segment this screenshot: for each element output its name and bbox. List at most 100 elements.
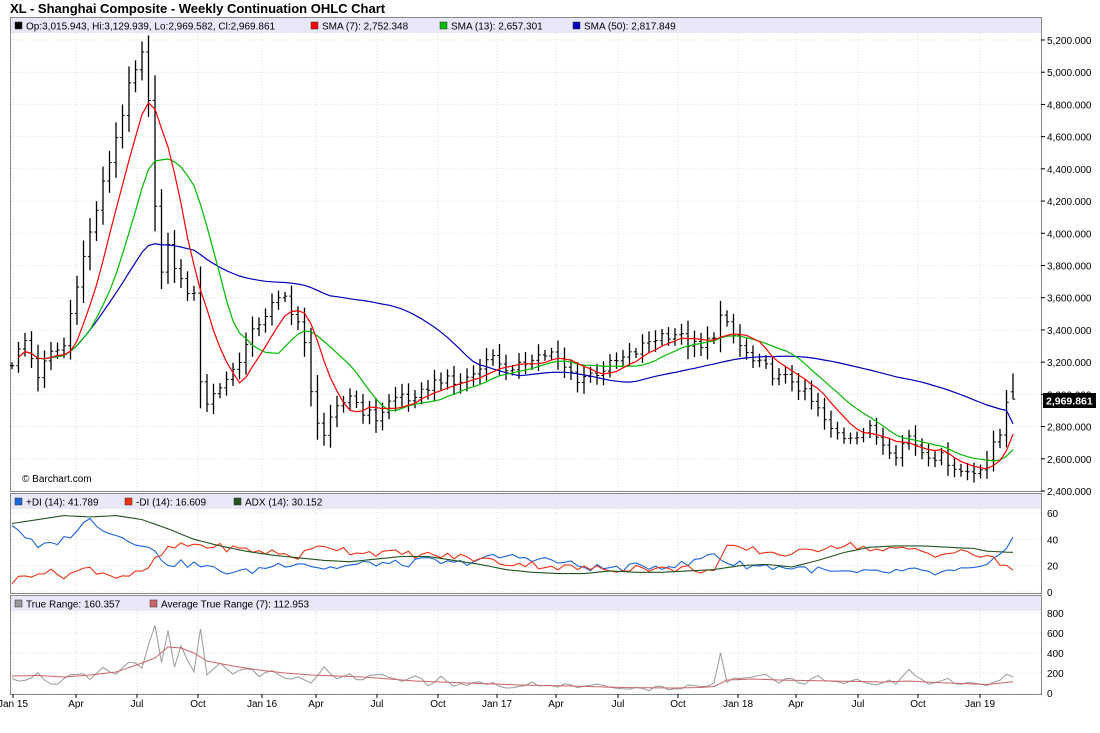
legend-text: SMA (50): 2,817.849 — [584, 22, 676, 33]
ohlc-bar — [958, 463, 964, 477]
ohlc-bar — [367, 400, 372, 425]
dmi-axis-label: 60 — [1047, 509, 1059, 520]
legend-swatch — [14, 21, 23, 30]
price-legend-bar — [11, 18, 1041, 33]
atr-axis-label: 800 — [1047, 609, 1064, 620]
ohlc-bar — [568, 359, 574, 381]
ohlc-bar — [87, 218, 93, 271]
ohlc-bar — [438, 372, 444, 391]
ohlc-bar — [419, 382, 424, 405]
ohlc-bar — [640, 334, 645, 363]
ohlc-bar — [107, 150, 112, 193]
ohlc-bar — [984, 450, 990, 479]
legend-text: ADX (14): 30.152 — [245, 498, 323, 509]
ohlc-bar — [744, 338, 749, 360]
ohlc-bar — [490, 349, 496, 366]
ohlc-bar — [789, 365, 795, 392]
legend-text: SMA (7): 2,752.348 — [322, 22, 409, 33]
ohlc-bar — [666, 327, 671, 346]
legends: Op:3,015.943, Hi:3,129.939, Lo:2,969.582… — [11, 18, 1041, 611]
ohlc-bar — [113, 122, 119, 178]
ohlc-bar — [549, 347, 554, 361]
ohlc-bar — [835, 421, 840, 440]
ohlc-bar — [685, 320, 691, 360]
ohlc-bar — [900, 435, 905, 467]
price-axis-label: 4,400.000 — [1047, 165, 1092, 176]
ohlc-bar — [276, 290, 281, 310]
ohlc-bar — [217, 383, 223, 399]
ohlc-bar — [198, 266, 203, 409]
ohlc-bar — [978, 464, 983, 479]
dmi-axis-label: 0 — [1047, 588, 1053, 599]
ohlc-bar — [22, 332, 28, 357]
ohlc-bar — [120, 104, 125, 149]
ohlc-bar — [328, 404, 333, 448]
sma50-line — [18, 243, 1014, 424]
ohlc-bar — [594, 363, 600, 385]
ohlc-bar — [731, 313, 736, 344]
atr-axis-label: 200 — [1047, 669, 1064, 680]
atr-axis-label: 600 — [1047, 629, 1064, 640]
ohlc-bar — [269, 293, 275, 326]
x-axis-label: Jul — [131, 699, 144, 710]
ohlc-bar — [393, 386, 398, 412]
ohlc-bar — [672, 328, 678, 346]
x-axis-label: Jul — [371, 699, 384, 710]
x-axis-label: Jan 17 — [482, 699, 512, 710]
ohlc-bar — [542, 350, 548, 361]
price-axis-label: 2,400.000 — [1047, 487, 1092, 498]
atr-panel — [10, 595, 1042, 695]
x-axis-label: Oct — [670, 699, 686, 710]
atr-series — [11, 625, 1014, 692]
ohlc-bar — [152, 75, 158, 232]
ohlc-bar — [815, 392, 821, 417]
ohlc-bar — [159, 189, 164, 290]
ohlc-bar — [250, 316, 255, 357]
ohlc-bar — [776, 368, 782, 386]
ohlc-bar — [48, 341, 54, 371]
ohlc-bar — [926, 444, 931, 467]
ohlc-bar — [282, 291, 288, 303]
ohlc-bar — [1004, 389, 1009, 448]
sma13-line — [18, 158, 1014, 462]
legend-swatch — [233, 497, 242, 506]
ohlc-bar — [191, 285, 197, 301]
ohlc-bar — [698, 332, 704, 357]
watermark: © Barchart.com — [22, 474, 92, 485]
x-axis-label: Apr — [68, 699, 84, 710]
price-axis-label: 4,200.000 — [1047, 197, 1092, 208]
legend-text: +DI (14): 41.789 — [26, 498, 99, 509]
ohlc-bar — [718, 300, 723, 353]
ohlc-bar — [627, 343, 632, 366]
ohlc-bar — [633, 348, 639, 358]
ohlc-bar — [867, 420, 873, 439]
last-price-label: 2,969.861 — [1046, 396, 1093, 408]
price-panel — [10, 17, 1042, 492]
ohlc-bar — [29, 331, 34, 368]
ohlc-bar — [581, 365, 587, 394]
ohlc-bar — [620, 349, 626, 368]
price-axis-label: 2,600.000 — [1047, 455, 1092, 466]
ohlc-bar — [1010, 373, 1016, 400]
ohlc-bar — [224, 371, 229, 396]
price-axis-label: 3,600.000 — [1047, 294, 1092, 305]
true-range-line — [11, 625, 1014, 692]
price-axis-label: 3,800.000 — [1047, 262, 1092, 273]
legend-text: SMA (13): 2,657.301 — [451, 22, 543, 33]
plus-di-line — [11, 517, 1014, 576]
ohlc-bar — [679, 323, 684, 345]
legend-text: -DI (14): 16.609 — [136, 498, 206, 509]
average-true-range-line — [11, 646, 1014, 689]
x-axis-label: Oct — [430, 699, 446, 710]
ohlc-bar — [646, 331, 652, 354]
legend-swatch — [439, 21, 448, 30]
legend-swatch — [310, 21, 319, 30]
ohlc-bar — [874, 417, 879, 445]
x-axis-label: Jan 16 — [247, 699, 277, 710]
ohlc-bar — [763, 355, 769, 369]
price-axis-label: 4,000.000 — [1047, 229, 1092, 240]
ohlc-bar — [796, 373, 801, 400]
ohlc-bar — [770, 357, 775, 386]
ohlc-bar — [100, 166, 106, 225]
